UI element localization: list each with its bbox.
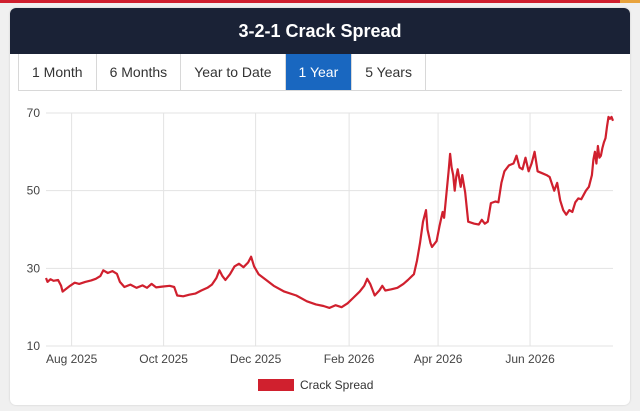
x-tick-label: Oct 2025 <box>139 352 188 366</box>
tab-year-to-date[interactable]: Year to Date <box>181 54 286 90</box>
x-tick-label: Dec 2025 <box>230 352 282 366</box>
x-tick-label: Feb 2026 <box>324 352 375 366</box>
series-line-0 <box>44 115 615 309</box>
chart-title: 3-2-1 Crack Spread <box>238 20 402 41</box>
tab-6-months[interactable]: 6 Months <box>96 54 182 90</box>
x-tick-label: Aug 2025 <box>46 352 98 366</box>
y-tick-label: 10 <box>27 339 41 353</box>
chart-card: 3-2-1 Crack Spread 1 Month 6 Months Year… <box>10 8 630 405</box>
top-accent-stripe <box>0 0 640 3</box>
x-tick-label: Jun 2026 <box>505 352 555 366</box>
tab-5-years[interactable]: 5 Years <box>352 54 426 90</box>
tab-1-month[interactable]: 1 Month <box>18 54 97 90</box>
y-tick-label: 50 <box>27 184 41 198</box>
y-tick-label: 30 <box>27 261 41 275</box>
crack-spread-chart: 10 30 50 70 Aug 2025 Oct 2025 Dec 2025 Feb 2026… <box>27 106 615 392</box>
x-tick-label: Apr 2026 <box>414 352 463 366</box>
legend-swatch <box>258 379 294 391</box>
timeframe-tabs: 1 Month 6 Months Year to Date 1 Year 5 Y… <box>18 54 622 91</box>
top-accent-stripe-end <box>620 0 640 3</box>
chart-header: 3-2-1 Crack Spread <box>10 8 630 54</box>
y-tick-label: 70 <box>27 106 41 120</box>
tab-1-year[interactable]: 1 Year <box>285 54 353 90</box>
legend-label: Crack Spread <box>300 378 373 392</box>
